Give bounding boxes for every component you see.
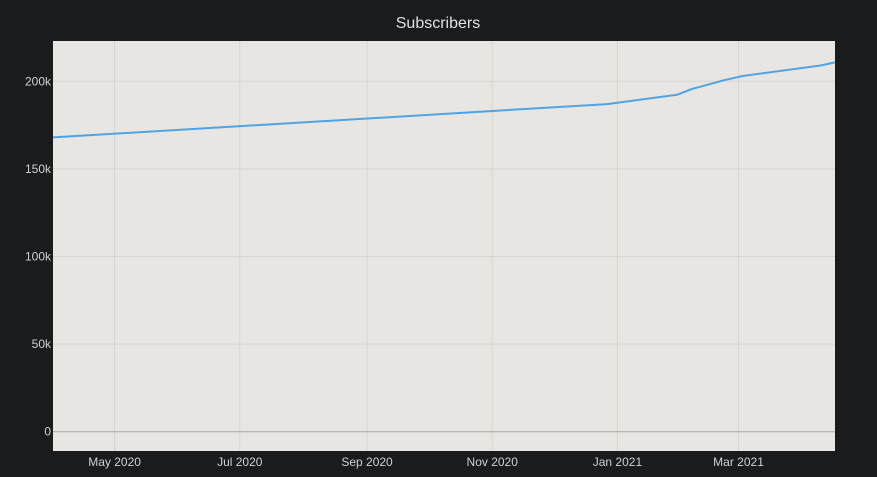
x-tick-label: Sep 2020 (341, 455, 393, 469)
series-lines (52, 61, 836, 139)
y-tick-label: 150k (25, 162, 52, 176)
x-tick-label: May 2020 (88, 455, 141, 469)
x-axis: May 2020 Jul 2020 Sep 2020 Nov 2020 Jan 2021… (88, 455, 764, 469)
y-tick-label: 100k (25, 250, 52, 264)
x-tick-label: Jan 2021 (593, 455, 643, 469)
chart-title: Subscribers (396, 15, 480, 32)
y-tick-label: 50k (32, 337, 52, 351)
grid-lines (53, 41, 835, 451)
y-tick-label: 200k (25, 74, 52, 88)
subscribers-line (52, 61, 836, 139)
x-tick-label: Jul 2020 (217, 455, 263, 469)
y-tick-label: 0 (44, 425, 51, 439)
x-tick-label: Mar 2021 (713, 455, 764, 469)
x-tick-label: Nov 2020 (467, 455, 519, 469)
plot-area (53, 41, 835, 451)
y-axis: 0 50k 100k 150k 200k (25, 74, 52, 438)
